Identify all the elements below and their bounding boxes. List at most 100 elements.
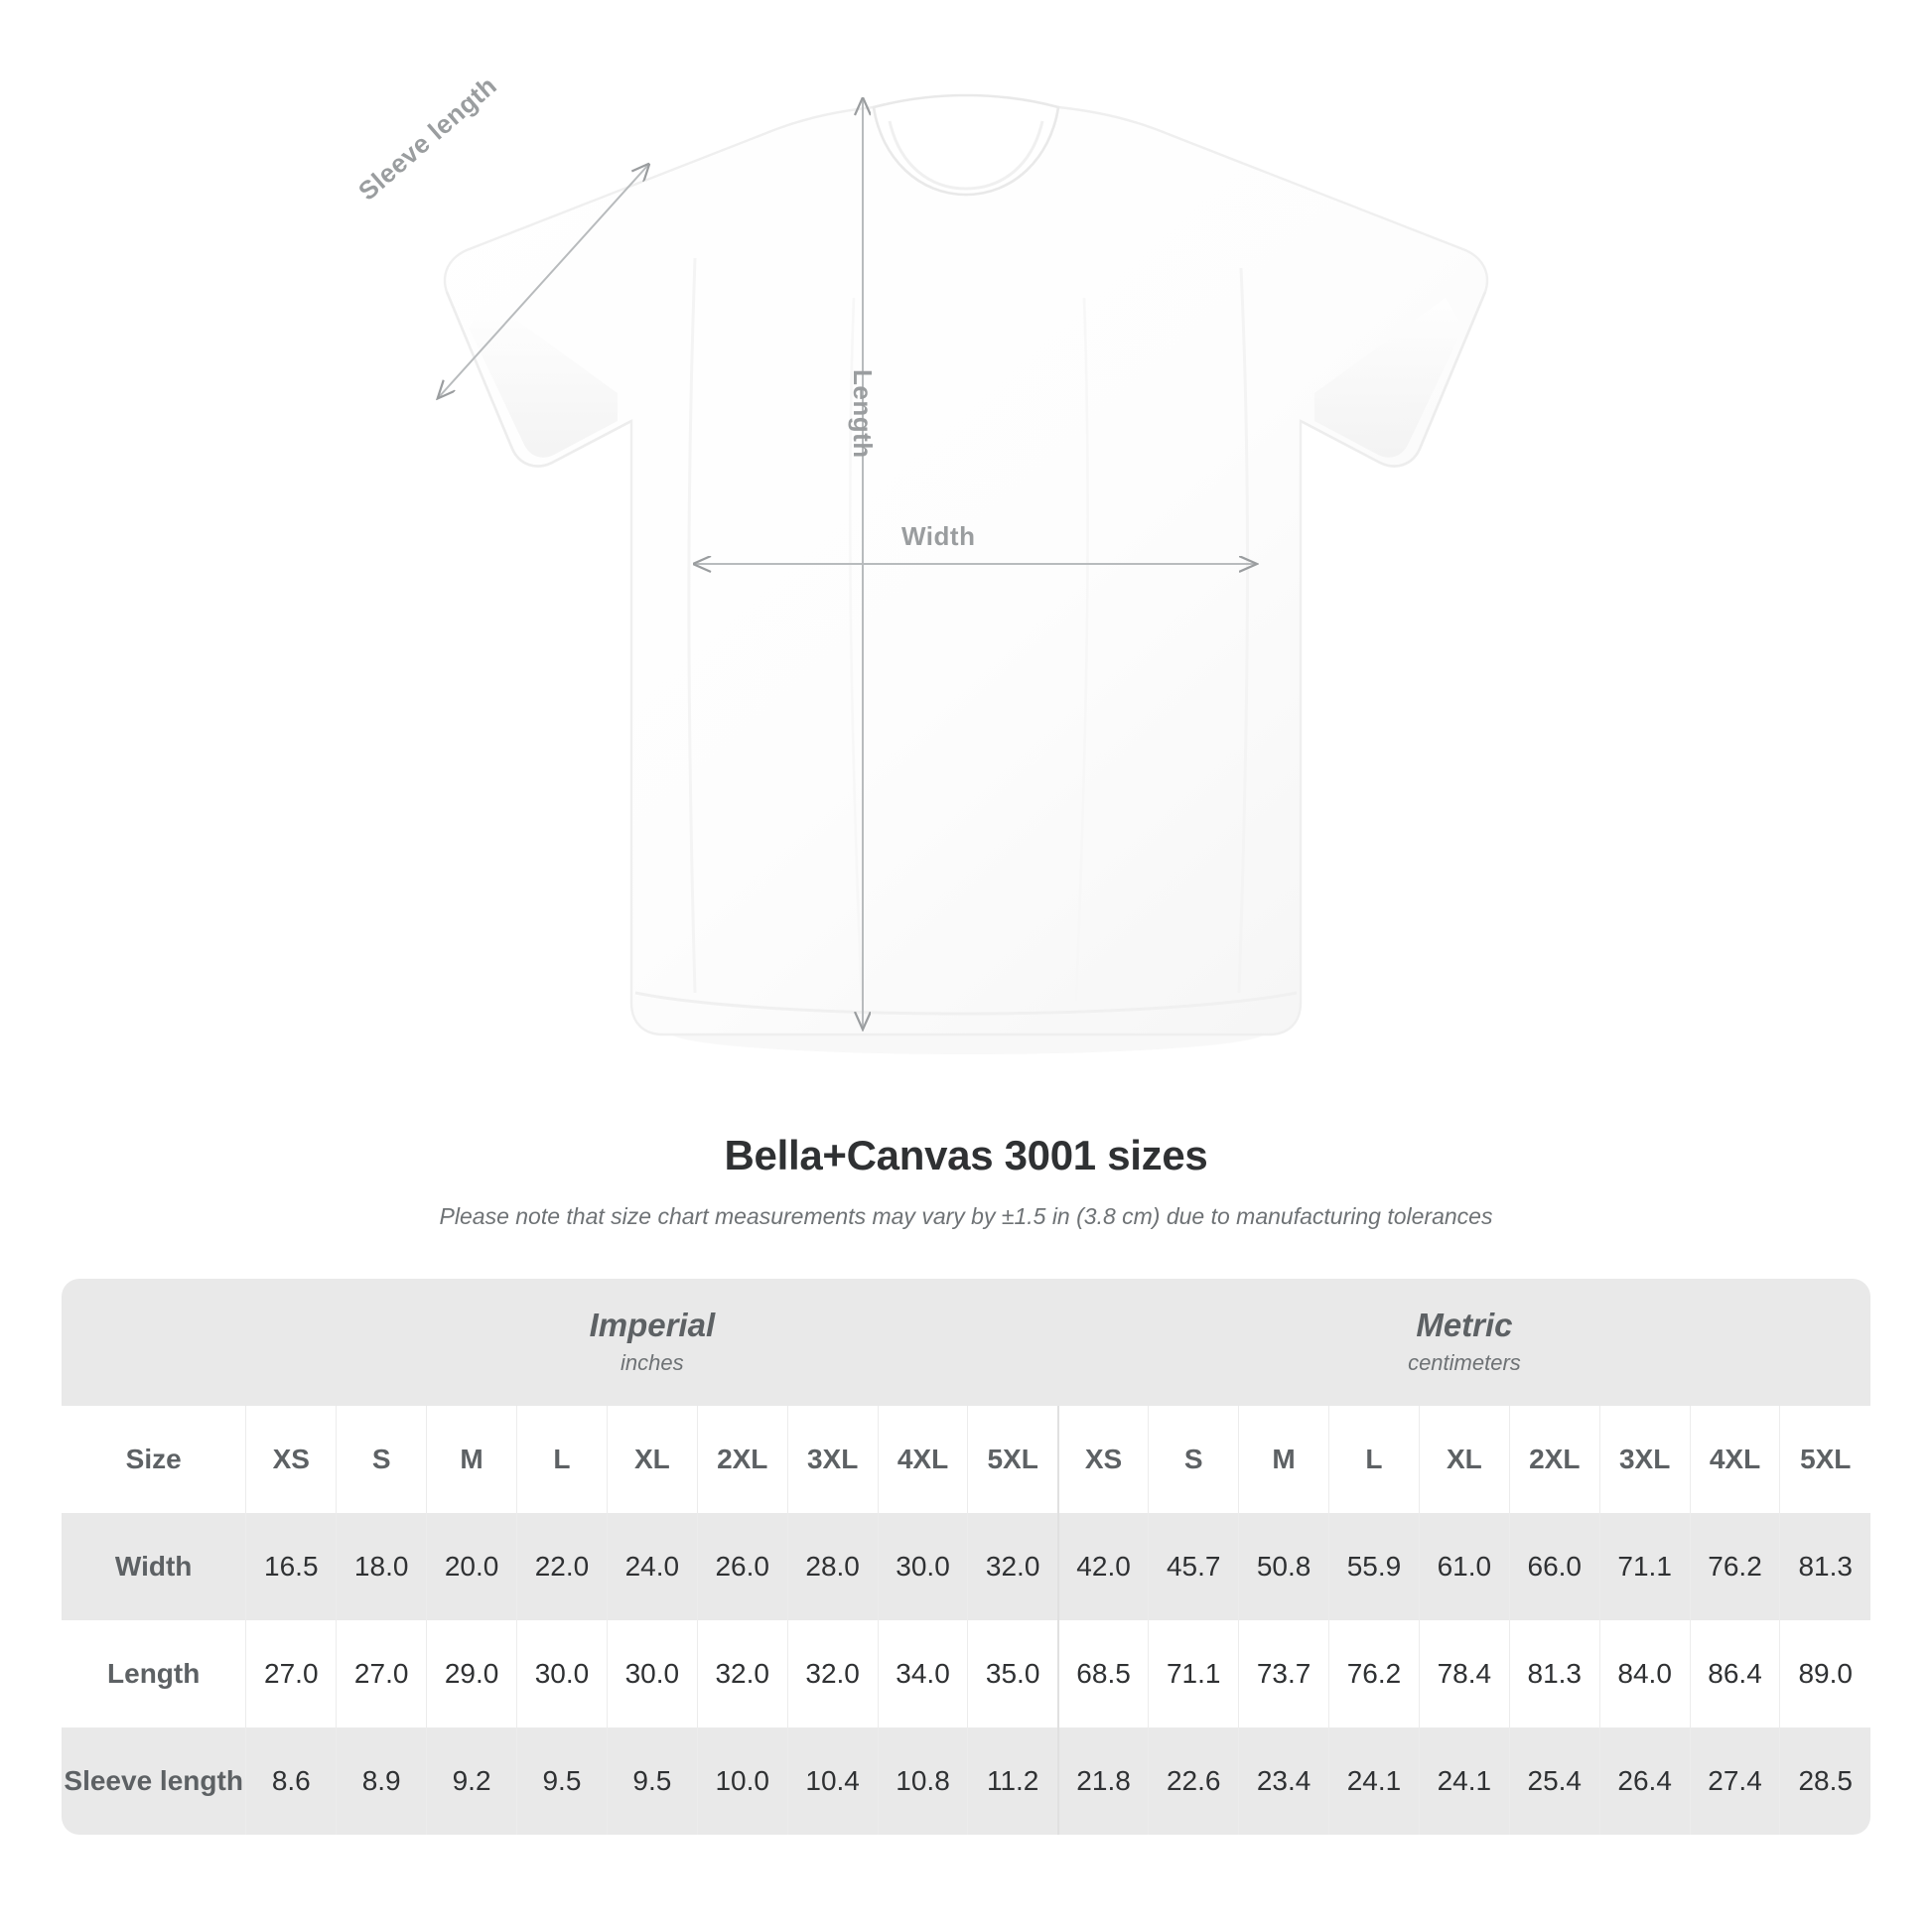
- row-header-size: Size: [62, 1406, 246, 1513]
- cell-metric-length-4xl: 86.4: [1689, 1620, 1780, 1727]
- length-annotation: Length: [848, 369, 878, 459]
- cell-imperial-sleeve-length-3xl: 10.4: [786, 1727, 879, 1835]
- size-header-imperial-5xl: 5XL: [967, 1406, 1058, 1513]
- cell-metric-width-m: 50.8: [1238, 1513, 1329, 1620]
- cell-metric-sleeve-length-2xl: 25.4: [1508, 1727, 1600, 1835]
- cell-imperial-length-xl: 30.0: [606, 1620, 698, 1727]
- size-header-metric-m: M: [1238, 1406, 1329, 1513]
- cell-imperial-sleeve-length-2xl: 10.0: [696, 1727, 788, 1835]
- cell-imperial-length-5xl: 35.0: [967, 1620, 1058, 1727]
- cell-imperial-width-m: 20.0: [426, 1513, 517, 1620]
- size-header-imperial-xs: XS: [245, 1406, 337, 1513]
- cell-metric-sleeve-length-m: 23.4: [1238, 1727, 1329, 1835]
- size-header-imperial-2xl: 2XL: [696, 1406, 788, 1513]
- cell-metric-width-s: 45.7: [1148, 1513, 1239, 1620]
- cell-metric-sleeve-length-s: 22.6: [1148, 1727, 1239, 1835]
- cell-imperial-sleeve-length-4xl: 10.8: [877, 1727, 968, 1835]
- cell-metric-sleeve-length-4xl: 27.4: [1689, 1727, 1780, 1835]
- cell-metric-length-5xl: 89.0: [1779, 1620, 1870, 1727]
- cell-imperial-sleeve-length-l: 9.5: [516, 1727, 608, 1835]
- table-row: Width 16.5 18.0 20.0 22.0 24.0 26.0 28.0 30.0 32.…: [62, 1513, 1870, 1620]
- cell-imperial-width-xs: 16.5: [245, 1513, 337, 1620]
- cell-metric-sleeve-length-5xl: 28.5: [1779, 1727, 1870, 1835]
- cell-imperial-length-4xl: 34.0: [877, 1620, 968, 1727]
- cell-metric-width-xl: 61.0: [1418, 1513, 1510, 1620]
- cell-imperial-sleeve-length-xl: 9.5: [606, 1727, 698, 1835]
- tshirt-diagram-svg: [0, 93, 1489, 1036]
- shirt-collar-inner: [888, 120, 1044, 191]
- cell-metric-sleeve-length-xl: 24.1: [1418, 1727, 1510, 1835]
- cell-imperial-width-3xl: 28.0: [786, 1513, 879, 1620]
- size-header-imperial-s: S: [336, 1406, 427, 1513]
- unit-group-subtitle: inches: [621, 1350, 684, 1376]
- title-block: Bella+Canvas 3001 sizes Please note that…: [0, 1132, 1932, 1230]
- cell-imperial-sleeve-length-s: 8.9: [336, 1727, 427, 1835]
- unit-band-row: Imperial inches Metric centimeters: [62, 1279, 1870, 1406]
- size-header-imperial-m: M: [426, 1406, 517, 1513]
- shirt-collar: [872, 93, 1060, 197]
- size-header-metric-s: S: [1148, 1406, 1239, 1513]
- size-header-metric-xs: XS: [1056, 1406, 1149, 1513]
- table-row: Sleeve length 8.6 8.9 9.2 9.5 9.5 10.0 10.4 10.8…: [62, 1727, 1870, 1835]
- width-annotation: Width: [901, 521, 976, 551]
- hem-line: [634, 991, 1298, 1016]
- row-header-sleeve-length: Sleeve length: [62, 1727, 246, 1835]
- unit-group-metric: Metric centimeters: [1057, 1279, 1870, 1406]
- cell-imperial-length-xs: 27.0: [245, 1620, 337, 1727]
- size-header-row: Size XS S M L XL 2XL 3XL 4XL 5XL XS S M L XL 2XL 3XL 4XL 5…: [62, 1406, 1870, 1513]
- cell-metric-sleeve-length-l: 24.1: [1328, 1727, 1420, 1835]
- cell-metric-length-s: 71.1: [1148, 1620, 1239, 1727]
- size-header-metric-3xl: 3XL: [1598, 1406, 1691, 1513]
- cell-imperial-length-m: 29.0: [426, 1620, 517, 1727]
- cell-metric-width-l: 55.9: [1328, 1513, 1420, 1620]
- cell-imperial-width-4xl: 30.0: [877, 1513, 968, 1620]
- fabric-fold-1: [687, 257, 697, 994]
- cell-imperial-sleeve-length-5xl: 11.2: [967, 1727, 1058, 1835]
- size-table: Imperial inches Metric centimeters Size XS S M L…: [62, 1279, 1870, 1835]
- fabric-fold-4: [1074, 297, 1090, 1002]
- left-sleeve-hem: [445, 291, 632, 468]
- size-header-metric-5xl: 5XL: [1779, 1406, 1870, 1513]
- cell-imperial-width-5xl: 32.0: [967, 1513, 1058, 1620]
- cell-metric-length-xs: 68.5: [1056, 1620, 1149, 1727]
- cell-imperial-width-s: 18.0: [336, 1513, 427, 1620]
- cell-imperial-sleeve-length-xs: 8.6: [245, 1727, 337, 1835]
- size-header-metric-l: L: [1328, 1406, 1420, 1513]
- tolerance-note: Please note that size chart measurements…: [439, 1203, 1493, 1229]
- size-header-metric-xl: XL: [1418, 1406, 1510, 1513]
- cell-imperial-length-2xl: 32.0: [696, 1620, 788, 1727]
- row-header-length: Length: [62, 1620, 246, 1727]
- cell-imperial-width-l: 22.0: [516, 1513, 608, 1620]
- size-header-metric-2xl: 2XL: [1508, 1406, 1600, 1513]
- cell-metric-length-l: 76.2: [1328, 1620, 1420, 1727]
- cell-metric-width-2xl: 66.0: [1508, 1513, 1600, 1620]
- size-header-imperial-4xl: 4XL: [877, 1406, 968, 1513]
- cell-imperial-width-2xl: 26.0: [696, 1513, 788, 1620]
- cell-metric-length-2xl: 81.3: [1508, 1620, 1600, 1727]
- size-header-imperial-3xl: 3XL: [786, 1406, 879, 1513]
- size-table-container: Imperial inches Metric centimeters Size XS S M L…: [62, 1279, 1870, 1835]
- shirt-body-shape: [443, 105, 1489, 1036]
- cell-imperial-length-s: 27.0: [336, 1620, 427, 1727]
- unit-group-title: Imperial: [589, 1306, 716, 1343]
- cell-metric-width-4xl: 76.2: [1689, 1513, 1780, 1620]
- table-corner-cell: [62, 1279, 246, 1406]
- size-header-metric-4xl: 4XL: [1689, 1406, 1780, 1513]
- cell-imperial-length-l: 30.0: [516, 1620, 608, 1727]
- cell-metric-width-3xl: 71.1: [1598, 1513, 1691, 1620]
- cell-imperial-length-3xl: 32.0: [786, 1620, 879, 1727]
- right-sleeve-shade: [1314, 298, 1463, 458]
- size-header-imperial-l: L: [516, 1406, 608, 1513]
- cell-metric-length-3xl: 84.0: [1598, 1620, 1691, 1727]
- cell-imperial-width-xl: 24.0: [606, 1513, 698, 1620]
- row-header-width: Width: [62, 1513, 246, 1620]
- cell-metric-length-xl: 78.4: [1418, 1620, 1510, 1727]
- cell-metric-length-m: 73.7: [1238, 1620, 1329, 1727]
- cell-imperial-sleeve-length-m: 9.2: [426, 1727, 517, 1835]
- cell-metric-width-xs: 42.0: [1056, 1513, 1149, 1620]
- unit-group-subtitle: centimeters: [1408, 1350, 1521, 1376]
- cell-metric-sleeve-length-xs: 21.8: [1056, 1727, 1149, 1835]
- unit-group-imperial: Imperial inches: [245, 1279, 1058, 1406]
- table-row: Length 27.0 27.0 29.0 30.0 30.0 32.0 32.0 34.0 35…: [62, 1620, 1870, 1727]
